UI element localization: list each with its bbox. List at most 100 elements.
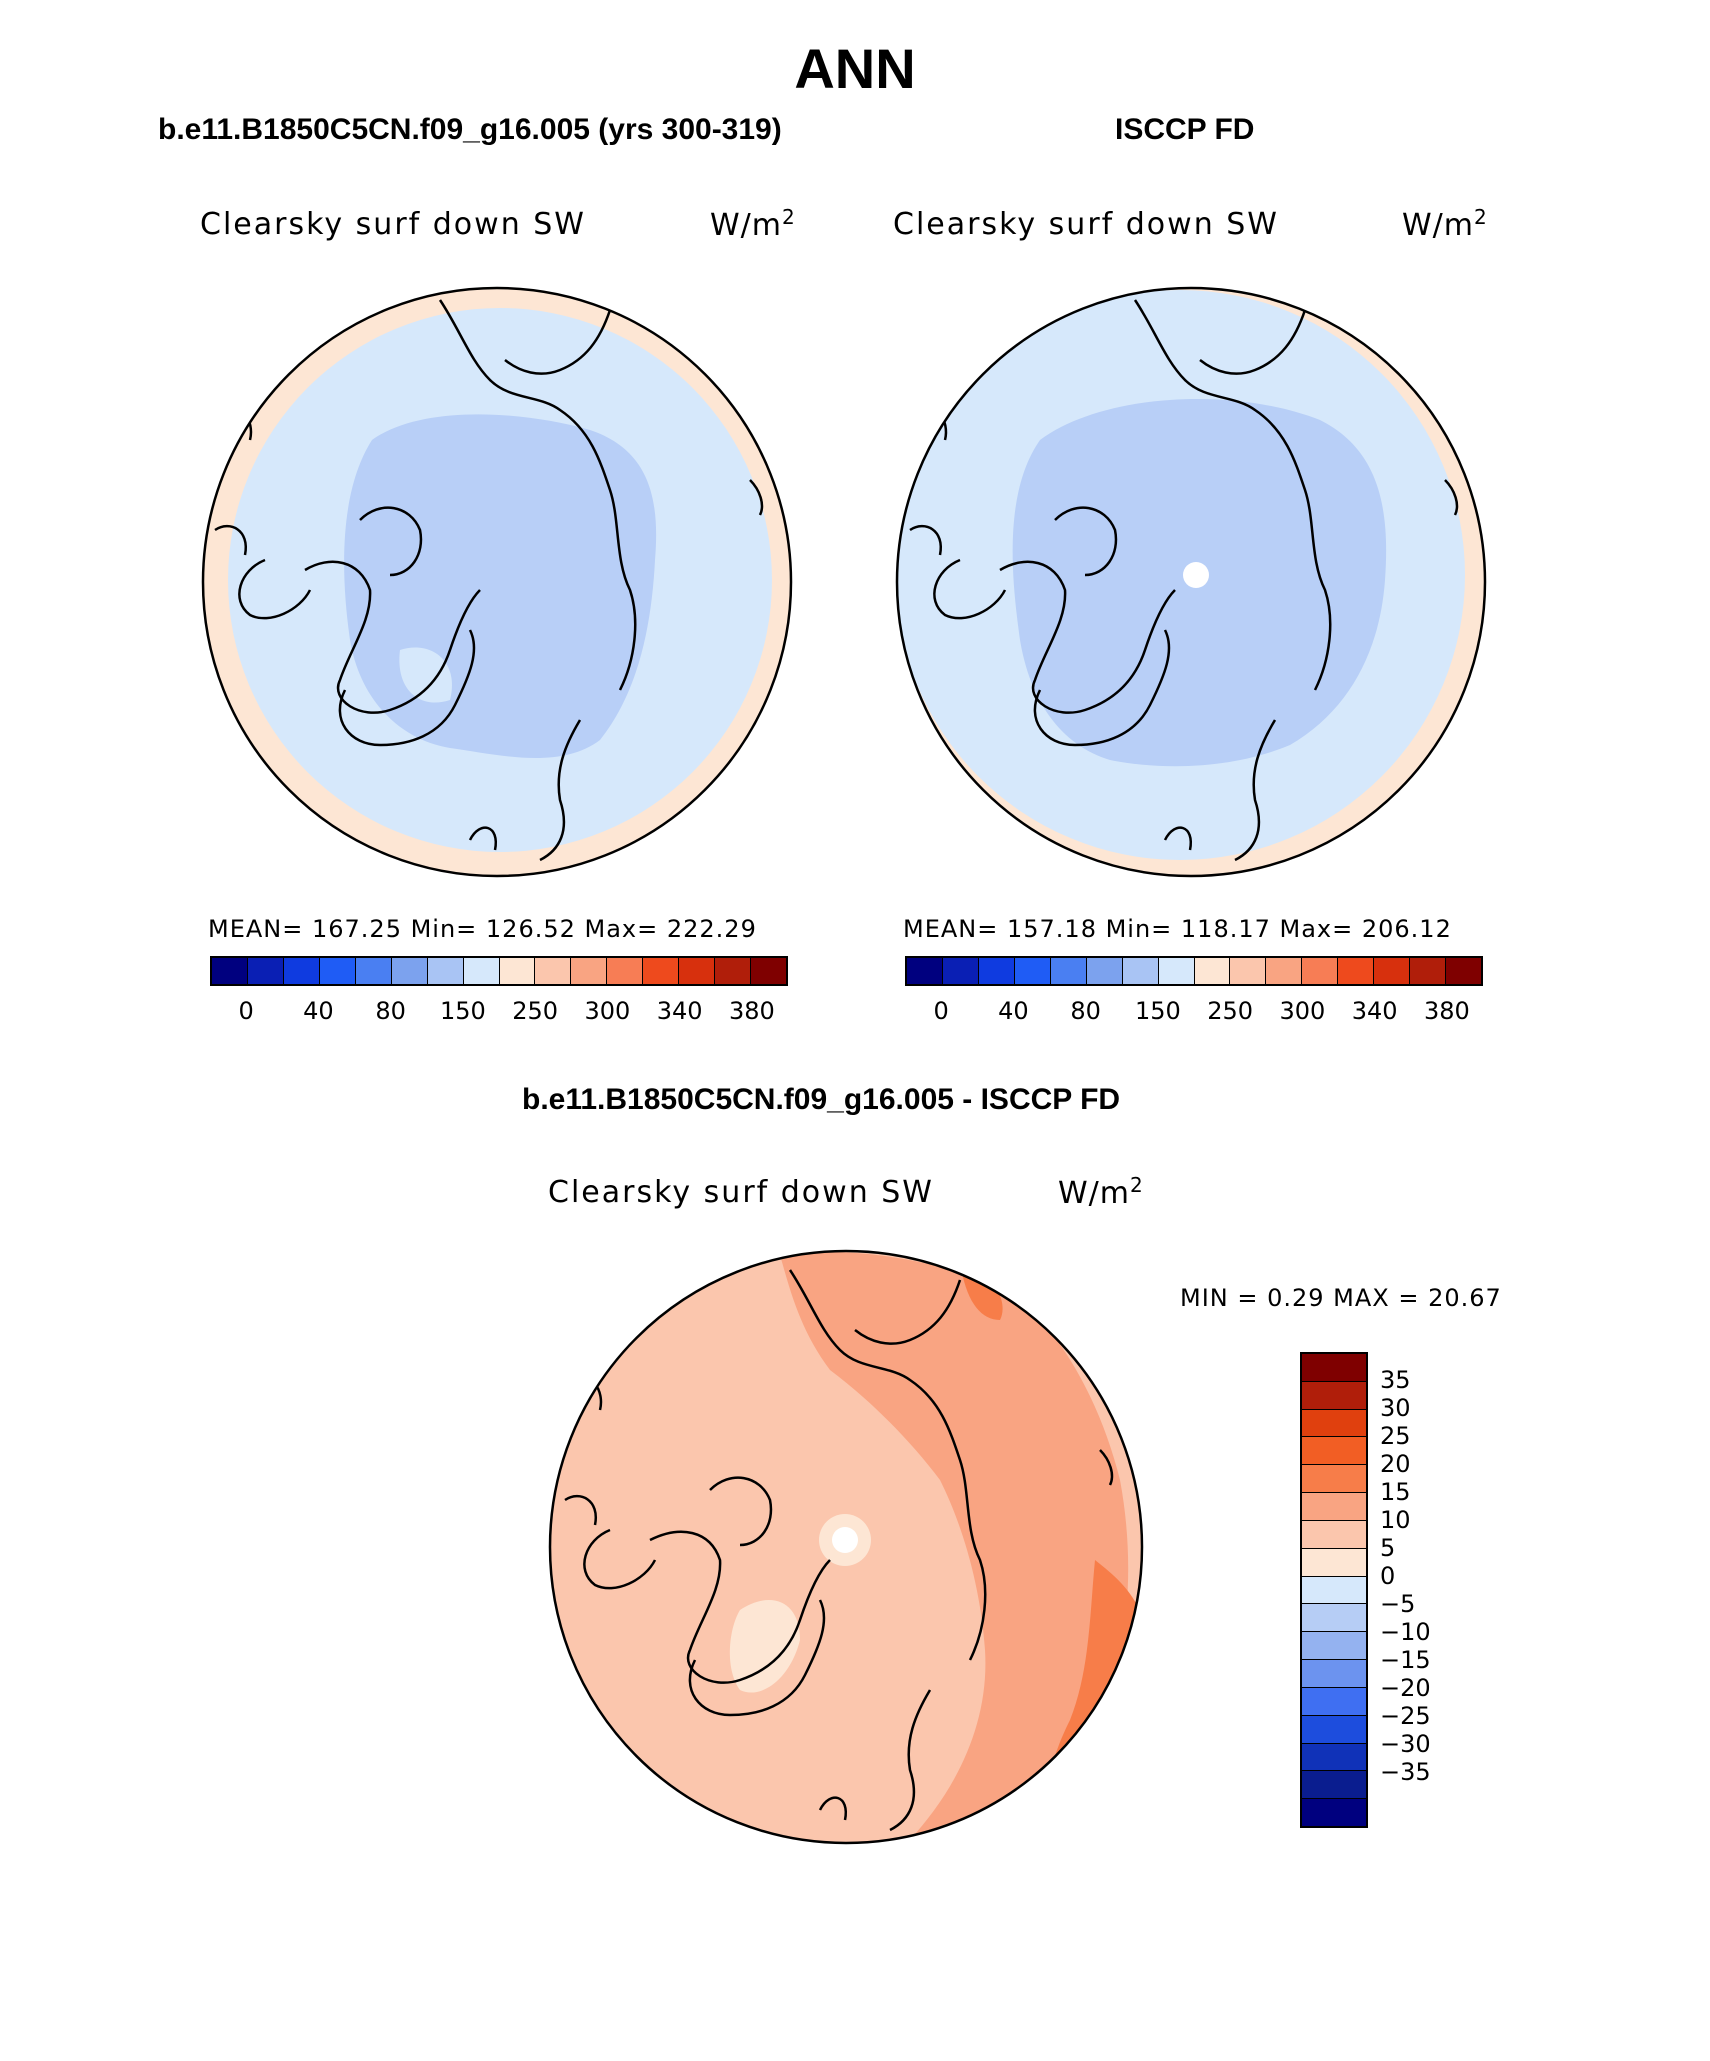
colorbar-tick-label: −15 bbox=[1380, 1646, 1431, 1674]
colorbar-tick-label: 80 bbox=[1070, 997, 1101, 1025]
colorbar-swatch bbox=[1266, 958, 1303, 984]
colorbar-tick-label: −10 bbox=[1380, 1618, 1431, 1646]
colorbar-swatch bbox=[607, 958, 644, 984]
colorbar-swatch bbox=[535, 958, 572, 984]
colorbar-tick-label: 80 bbox=[375, 997, 406, 1025]
colorbar-swatch bbox=[978, 958, 1015, 984]
panel2-variable-label: Clearsky surf down SW bbox=[893, 207, 1279, 242]
colorbar-tick-label: 300 bbox=[584, 997, 631, 1025]
colorbar-tick-label: −30 bbox=[1380, 1730, 1431, 1758]
panel2-missing-pole bbox=[1183, 562, 1209, 588]
colorbar-swatch bbox=[283, 958, 320, 984]
panel1-greenland-low-field bbox=[399, 647, 452, 703]
colorbar-tick-label: 25 bbox=[1380, 1422, 1411, 1450]
colorbar-swatch bbox=[1122, 958, 1159, 984]
colorbar-tick-label: 340 bbox=[656, 997, 703, 1025]
colorbar-tick-label: 40 bbox=[303, 997, 334, 1025]
colorbar-tick-label: 10 bbox=[1380, 1506, 1411, 1534]
colorbar-swatch bbox=[1230, 958, 1267, 984]
colorbar-swatch bbox=[571, 958, 608, 984]
panel1-stats: MEAN= 167.25 Min= 126.52 Max= 222.29 bbox=[208, 915, 757, 943]
panel3-low-positive-field bbox=[729, 1600, 800, 1693]
colorbar-tick-label: −20 bbox=[1380, 1674, 1431, 1702]
colorbar-swatch bbox=[907, 958, 943, 984]
colorbar-swatch bbox=[1446, 958, 1481, 984]
colorbar-swatch bbox=[391, 958, 428, 984]
colorbar-swatch bbox=[1302, 1520, 1366, 1549]
colorbar-swatch bbox=[319, 958, 356, 984]
colorbar-tick-label: 250 bbox=[512, 997, 559, 1025]
panel3-colorbar-labels: 35 30 25 20 15 10 5 0 −5 −10 −15 −20 −25 −30 −35 bbox=[0, 0, 1431, 1786]
colorbar-swatch bbox=[1086, 958, 1123, 984]
panel3-coastlines bbox=[564, 1269, 1114, 1832]
colorbar-tick-label: −5 bbox=[1380, 1590, 1416, 1618]
figure-title: ANN bbox=[794, 37, 916, 100]
panel1-coastlines bbox=[214, 299, 764, 862]
colorbar-tick-label: −35 bbox=[1380, 1758, 1431, 1786]
colorbar-swatch bbox=[1302, 1771, 1366, 1800]
colorbar-swatch bbox=[715, 958, 752, 984]
colorbar-tick-label: 5 bbox=[1380, 1534, 1396, 1562]
panel3-missing-pole bbox=[832, 1527, 858, 1553]
panel1-variable-label: Clearsky surf down SW bbox=[200, 207, 586, 242]
colorbar-swatch bbox=[1302, 1437, 1366, 1466]
colorbar-swatch bbox=[1302, 958, 1339, 984]
colorbar-swatch bbox=[499, 958, 536, 984]
panel3-stats: MIN = 0.29 MAX = 20.67 bbox=[1180, 1284, 1502, 1312]
colorbar-swatch bbox=[1050, 958, 1087, 984]
colorbar-swatch bbox=[1302, 1632, 1366, 1661]
colorbar-swatch bbox=[1302, 1354, 1366, 1382]
colorbar-tick-label: 150 bbox=[439, 997, 486, 1025]
colorbar-swatch bbox=[1194, 958, 1231, 984]
colorbar-tick-label: 0 bbox=[933, 997, 949, 1025]
colorbar-swatch bbox=[1338, 958, 1375, 984]
colorbar-swatch bbox=[1158, 958, 1195, 984]
colorbar-swatch bbox=[1302, 1548, 1366, 1577]
colorbar-tick-label: 150 bbox=[1134, 997, 1181, 1025]
panel2-colorbar-labels: 0 40 80 150 250 300 340 380 bbox=[905, 997, 1483, 1027]
colorbar-tick-label: 380 bbox=[728, 997, 775, 1025]
colorbar-swatch bbox=[1302, 1660, 1366, 1688]
colorbar-tick-label: 30 bbox=[1380, 1394, 1411, 1422]
colorbar-tick-label: 0 bbox=[238, 997, 254, 1025]
colorbar-tick-label: 380 bbox=[1423, 997, 1470, 1025]
colorbar-tick-label: 340 bbox=[1351, 997, 1398, 1025]
panel1-case-title: b.e11.B1850C5CN.f09_g16.005 (yrs 300-319… bbox=[158, 113, 782, 146]
colorbar-tick-label: 250 bbox=[1207, 997, 1254, 1025]
panel2-stats: MEAN= 157.18 Min= 118.17 Max= 206.12 bbox=[903, 915, 1452, 943]
colorbar-swatch bbox=[1302, 1493, 1366, 1521]
colorbar-tick-label: 0 bbox=[1380, 1562, 1396, 1590]
colorbar-swatch bbox=[679, 958, 716, 984]
colorbar-swatch bbox=[1302, 1381, 1366, 1410]
colorbar-swatch bbox=[643, 958, 680, 984]
colorbar-tick-label: 35 bbox=[1380, 1366, 1411, 1394]
colorbar-swatch bbox=[1302, 1604, 1366, 1633]
colorbar-tick-label: 40 bbox=[998, 997, 1029, 1025]
panel2-colorbar bbox=[905, 956, 1483, 986]
colorbar-swatch bbox=[751, 958, 786, 984]
colorbar-swatch bbox=[1302, 1465, 1366, 1494]
colorbar-swatch bbox=[427, 958, 464, 984]
colorbar-swatch bbox=[1302, 1715, 1366, 1744]
colorbar-swatch bbox=[1410, 958, 1447, 984]
colorbar-swatch bbox=[212, 958, 248, 984]
colorbar-swatch bbox=[1302, 1409, 1366, 1438]
colorbar-swatch bbox=[463, 958, 500, 984]
colorbar-swatch bbox=[1302, 1799, 1366, 1827]
panel2-unit-label: W/m2 bbox=[1402, 205, 1488, 243]
colorbar-swatch bbox=[1374, 958, 1411, 984]
panel1-colorbar bbox=[210, 956, 788, 986]
colorbar-swatch bbox=[1302, 1687, 1366, 1716]
panel2-case-title: ISCCP FD bbox=[1115, 113, 1255, 146]
panel3-variable-label: Clearsky surf down SW bbox=[548, 1175, 934, 1210]
panel3-case-title: b.e11.B1850C5CN.f09_g16.005 - ISCCP FD bbox=[522, 1083, 1121, 1116]
panel3-colorbar bbox=[1300, 1352, 1368, 1828]
colorbar-swatch bbox=[1302, 1576, 1366, 1605]
colorbar-swatch bbox=[355, 958, 392, 984]
panel1-unit-label: W/m2 bbox=[710, 205, 796, 243]
colorbar-swatch bbox=[247, 958, 284, 984]
colorbar-tick-label: 15 bbox=[1380, 1478, 1411, 1506]
